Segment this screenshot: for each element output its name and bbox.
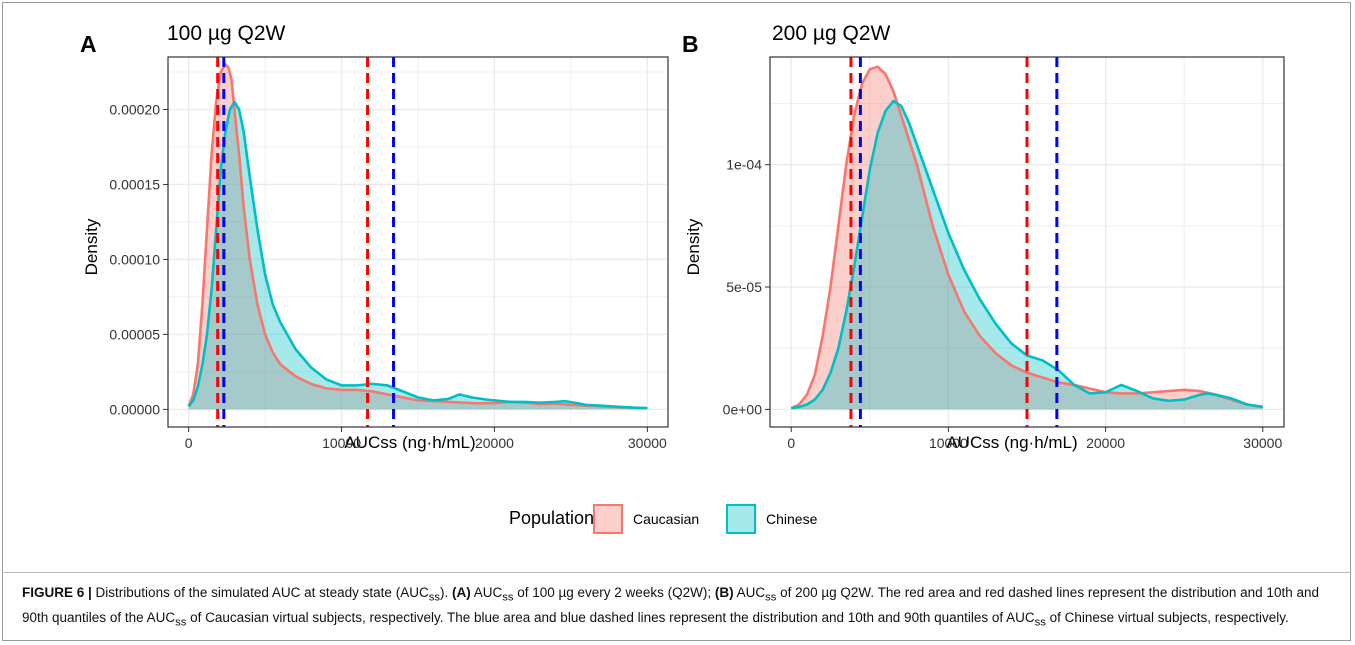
legend-label-chinese: Chinese xyxy=(766,511,818,527)
legend-title: Population xyxy=(509,508,594,528)
density-line-caucasian xyxy=(187,63,648,410)
y-tick-label: 0.00005 xyxy=(109,326,160,342)
caption-sub: ss xyxy=(765,591,777,604)
density-area-chinese xyxy=(791,101,1263,410)
x-tick-label: 10000 xyxy=(322,435,361,451)
caption-part-a-label: (A) xyxy=(448,585,471,600)
panel-a-x-axis-title: AUCss (ng·h/mL) xyxy=(344,433,475,452)
plot-area xyxy=(167,56,669,428)
panel-a-title: 100 µg Q2W xyxy=(167,22,285,45)
panel-b-letter: B xyxy=(682,31,699,57)
y-tick-label: 0e+00 xyxy=(723,401,763,417)
x-tick-label: 0 xyxy=(787,435,795,451)
panel-b: B 200 µg Q2W AUCss (ng·h/mL) Density 0 10… xyxy=(682,22,1285,452)
legend-swatch-caucasian xyxy=(593,504,623,534)
x-tick-label: 0 xyxy=(185,435,193,451)
panel-b-y-axis-title: Density xyxy=(684,218,703,275)
caption-sub: ss xyxy=(428,591,440,604)
caption-part-b-text: of Caucasian virtual subjects, respectiv… xyxy=(186,609,1035,625)
caption-figure-label: FIGURE 6 | xyxy=(22,585,92,600)
y-tick-label: 0.00020 xyxy=(109,101,160,117)
legend-label-caucasian: Caucasian xyxy=(633,511,699,527)
caption-part-b-text: of Chinese virtual subjects, respectivel… xyxy=(1045,609,1289,625)
caption-part-a-text: of 100 µg every 2 weeks (Q2W); xyxy=(513,585,712,600)
x-tick-label: 30000 xyxy=(1243,435,1282,451)
panel-border xyxy=(167,56,669,428)
x-tick-label: 30000 xyxy=(628,435,667,451)
y-tick-label: 0.00000 xyxy=(109,401,160,417)
caption-sub: ss xyxy=(1034,616,1046,629)
panel-border xyxy=(769,56,1285,428)
y-tick-label: 5e-05 xyxy=(726,279,762,295)
density-area-caucasian xyxy=(791,66,1263,410)
density-area-chinese xyxy=(188,101,648,410)
caption-part-a-text: AUC xyxy=(470,585,503,600)
legend: Population Caucasian Chinese xyxy=(509,504,818,534)
caption-part-b-text: of 200 µg Q2W. The red area and red dash… xyxy=(22,585,1319,625)
caption-sub: ss xyxy=(175,616,187,629)
caption-part-b-text: AUC xyxy=(733,585,766,600)
legend-swatch-chinese xyxy=(726,504,756,534)
x-tick-label: 20000 xyxy=(1086,435,1125,451)
panel-a-y-axis-title: Density xyxy=(82,218,101,275)
density-line-chinese xyxy=(187,100,648,410)
figure-charts: A 100 µg Q2W AUCss (ng·h/mL) Density 0 10… xyxy=(80,22,1285,534)
panel-b-x-axis-title: AUCss (ng·h/mL) xyxy=(946,433,1077,452)
panel-a-letter: A xyxy=(80,31,97,57)
panel-a: A 100 µg Q2W AUCss (ng·h/mL) Density 0 10… xyxy=(80,22,669,452)
caption-intro: Distributions of the simulated AUC at st… xyxy=(91,585,429,600)
y-tick-label: 0.00010 xyxy=(109,251,160,267)
x-tick-label: 20000 xyxy=(475,435,514,451)
caption-part-b-label: (B) xyxy=(711,585,734,600)
caption-divider xyxy=(2,572,1351,573)
caption-sub: ss xyxy=(502,591,514,604)
density-area-caucasian xyxy=(188,64,648,410)
caption-intro-end: ). xyxy=(439,585,449,600)
panel-b-title: 200 µg Q2W xyxy=(772,22,890,45)
plot-area xyxy=(769,56,1285,428)
figure-caption: FIGURE 6 | Distributions of the simulate… xyxy=(22,583,1334,632)
y-tick-label: 0.00015 xyxy=(109,176,160,192)
density-line-caucasian xyxy=(790,65,1263,410)
x-tick-label: 10000 xyxy=(929,435,968,451)
y-tick-label: 1e-04 xyxy=(726,157,762,173)
density-line-chinese xyxy=(791,99,1263,410)
